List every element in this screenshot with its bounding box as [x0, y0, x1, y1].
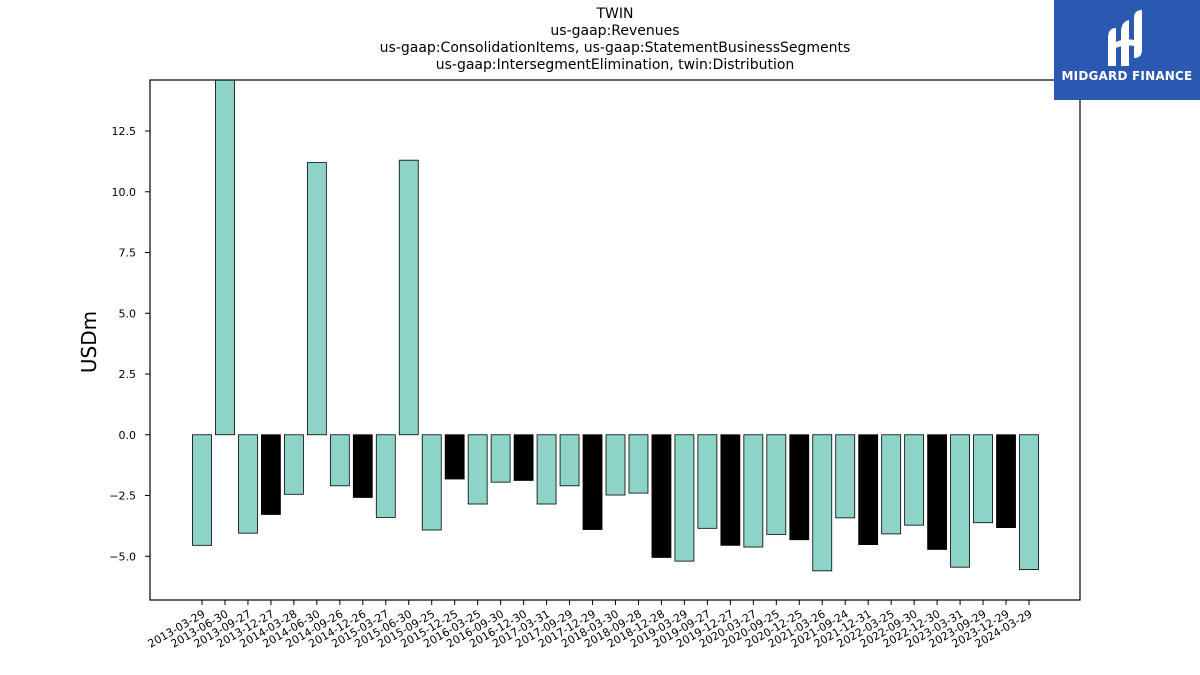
- bar-2013-06-30: [215, 80, 235, 436]
- bar-2017-09-29: [559, 434, 580, 487]
- bar-2021-09-24: [835, 434, 856, 519]
- bar-2013-03-29: [192, 434, 212, 546]
- chart-title: TWIN us-gaap:Revenues us-gaap:Consolidat…: [150, 6, 1080, 74]
- bar-2016-03-25: [467, 434, 488, 505]
- bar-2015-06-30: [398, 159, 419, 436]
- y-tick-label: −2.5: [109, 490, 136, 503]
- bar-2014-06-30: [306, 162, 327, 436]
- title-line-axes: us-gaap:ConsolidationItems, us-gaap:Stat…: [379, 40, 851, 56]
- bar-2017-12-29: [582, 434, 603, 530]
- bar-2019-03-29: [674, 434, 695, 562]
- bar-2022-09-30: [904, 434, 925, 526]
- bar-2013-12-27: [261, 434, 281, 515]
- bar-2023-03-31: [950, 434, 970, 568]
- bar-2022-03-25: [881, 434, 902, 535]
- bar-2016-12-30: [513, 434, 534, 481]
- bar-2014-03-28: [283, 434, 304, 495]
- bar-2013-09-27: [238, 434, 258, 534]
- bar-2023-12-29: [996, 434, 1016, 528]
- bar-2015-12-25: [444, 434, 465, 480]
- logo-text: MIDGARD FINANCE: [1061, 69, 1193, 83]
- bar-2023-09-29: [973, 434, 993, 524]
- bar-2014-12-26: [352, 434, 373, 498]
- bar-2020-09-25: [766, 434, 787, 535]
- y-tick-label: 10.0: [112, 186, 137, 199]
- logo-mark-icon: [1108, 10, 1142, 66]
- bar-2015-09-25: [421, 434, 442, 531]
- bar-2022-12-30: [927, 434, 948, 550]
- bar-2018-09-28: [628, 434, 649, 494]
- title-line-concept: us-gaap:Revenues: [550, 23, 680, 39]
- y-tick-label: −5.0: [109, 550, 136, 563]
- bar-2018-03-30: [605, 434, 626, 496]
- y-axis-label: USDm: [77, 311, 101, 373]
- bar-2019-12-27: [720, 434, 741, 546]
- bar-2015-03-27: [375, 434, 396, 518]
- y-tick-label: 2.5: [119, 368, 137, 381]
- y-tick-label: 5.0: [119, 307, 137, 320]
- bar-2014-09-26: [329, 434, 350, 487]
- title-line-members: us-gaap:IntersegmentElimination, twin:Di…: [435, 57, 795, 73]
- bar-2017-03-31: [536, 434, 557, 505]
- bar-2021-03-26: [812, 434, 833, 572]
- midgard-finance-logo: MIDGARD FINANCE: [1054, 0, 1200, 100]
- title-line-ticker: TWIN: [596, 6, 634, 22]
- bar-2016-09-30: [490, 434, 511, 483]
- y-tick-label: 12.5: [112, 125, 137, 138]
- bar-2024-03-29: [1019, 434, 1039, 571]
- bar-2021-12-31: [858, 434, 879, 545]
- bar-2020-12-25: [789, 434, 810, 541]
- bar-2018-12-28: [651, 434, 672, 558]
- bars-group: [192, 80, 1039, 572]
- y-tick-label: 7.5: [119, 247, 137, 260]
- bar-2019-09-27: [697, 434, 718, 529]
- y-tick-label: 0.0: [119, 429, 137, 442]
- bar-2020-03-27: [743, 434, 764, 548]
